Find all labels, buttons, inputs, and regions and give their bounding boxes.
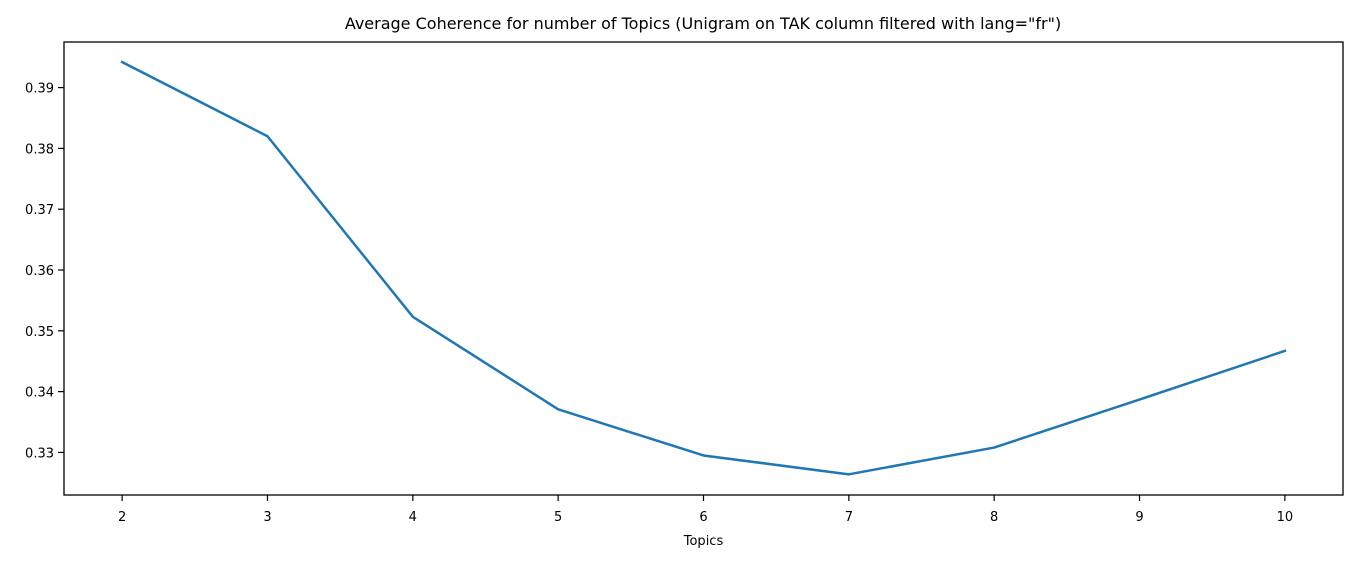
- x-tick-label: 5: [554, 510, 562, 525]
- y-tick-label: 0.36: [25, 264, 54, 279]
- coherence-series-line: [120, 60, 1287, 476]
- x-tick-label: 6: [699, 510, 707, 525]
- x-tick-label: 7: [845, 510, 853, 525]
- y-tick-label: 0.35: [25, 325, 54, 340]
- y-tick-label: 0.38: [25, 142, 54, 157]
- y-tick-label: 0.39: [25, 82, 54, 97]
- x-tick-label: 2: [118, 510, 126, 525]
- x-tick-label: 3: [263, 510, 271, 525]
- y-tick-label: 0.37: [25, 203, 54, 218]
- x-tick-label: 10: [1277, 510, 1294, 525]
- x-tick-label: 9: [1135, 510, 1143, 525]
- x-axis-ticks: 2 3 4 5 6 7 8 9 10: [118, 495, 1293, 525]
- x-tick-label: 8: [990, 510, 998, 525]
- y-tick-label: 0.33: [25, 446, 54, 461]
- y-tick-label: 0.34: [25, 386, 54, 401]
- x-tick-label: 4: [409, 510, 417, 525]
- x-axis-label: Topics: [683, 534, 724, 549]
- chart-title: Average Coherence for number of Topics (…: [345, 14, 1061, 33]
- plot-frame: [63, 41, 1344, 496]
- y-axis-ticks: 0.33 0.34 0.35 0.36 0.37 0.38 0.39: [25, 82, 64, 461]
